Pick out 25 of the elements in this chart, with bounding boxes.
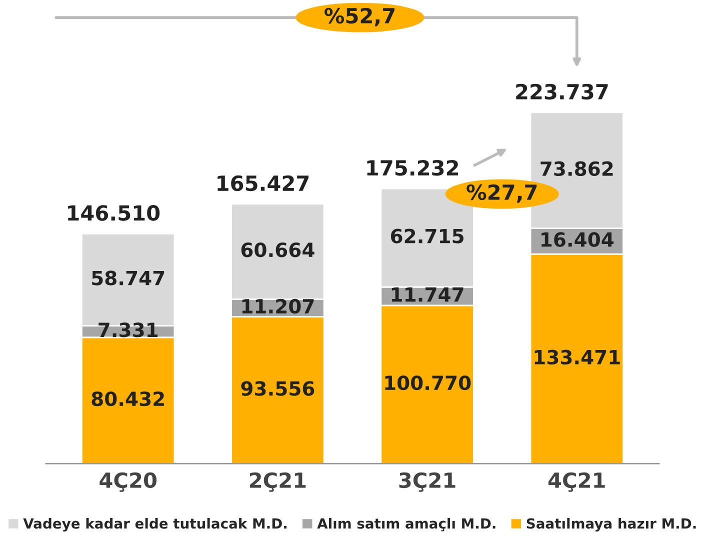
data-label: 11.747 (392, 287, 464, 302)
data-label: 100.770 (385, 375, 471, 390)
data-label: 133.471 (534, 350, 620, 365)
data-label: 11.207 (242, 298, 314, 314)
x-tick-label: 2Ç21 (250, 472, 306, 492)
data-label: 73.862 (540, 161, 613, 176)
data-label: 60.664 (241, 242, 314, 258)
legend-label: Alım satım amaçlı M.D. (317, 518, 496, 532)
total-label: 146.510 (68, 205, 160, 221)
text: %52,7 (324, 8, 394, 26)
total-label: 223.737 (516, 84, 608, 100)
x-tick-label: 4Ç20 (100, 472, 156, 492)
data-label: 62.715 (390, 228, 464, 244)
legend-label: Vadeye kadar elde tutulacak M.D. (23, 518, 286, 532)
data-label: 7.331 (98, 322, 158, 338)
legend-label: Saatılmaya hazır M.D. (526, 518, 696, 532)
data-label: 80.432 (92, 391, 164, 406)
total-label: 175.232 (367, 160, 458, 176)
data-label: 93.556 (241, 381, 314, 396)
total-label: 165.427 (218, 175, 309, 192)
annotation: %27,7 (466, 184, 537, 203)
data-label: 16.404 (542, 232, 614, 247)
x-tick-label: 3Ç21 (399, 472, 456, 492)
data-label: 58.747 (92, 270, 164, 286)
x-tick-label: 4Ç21 (548, 472, 605, 492)
